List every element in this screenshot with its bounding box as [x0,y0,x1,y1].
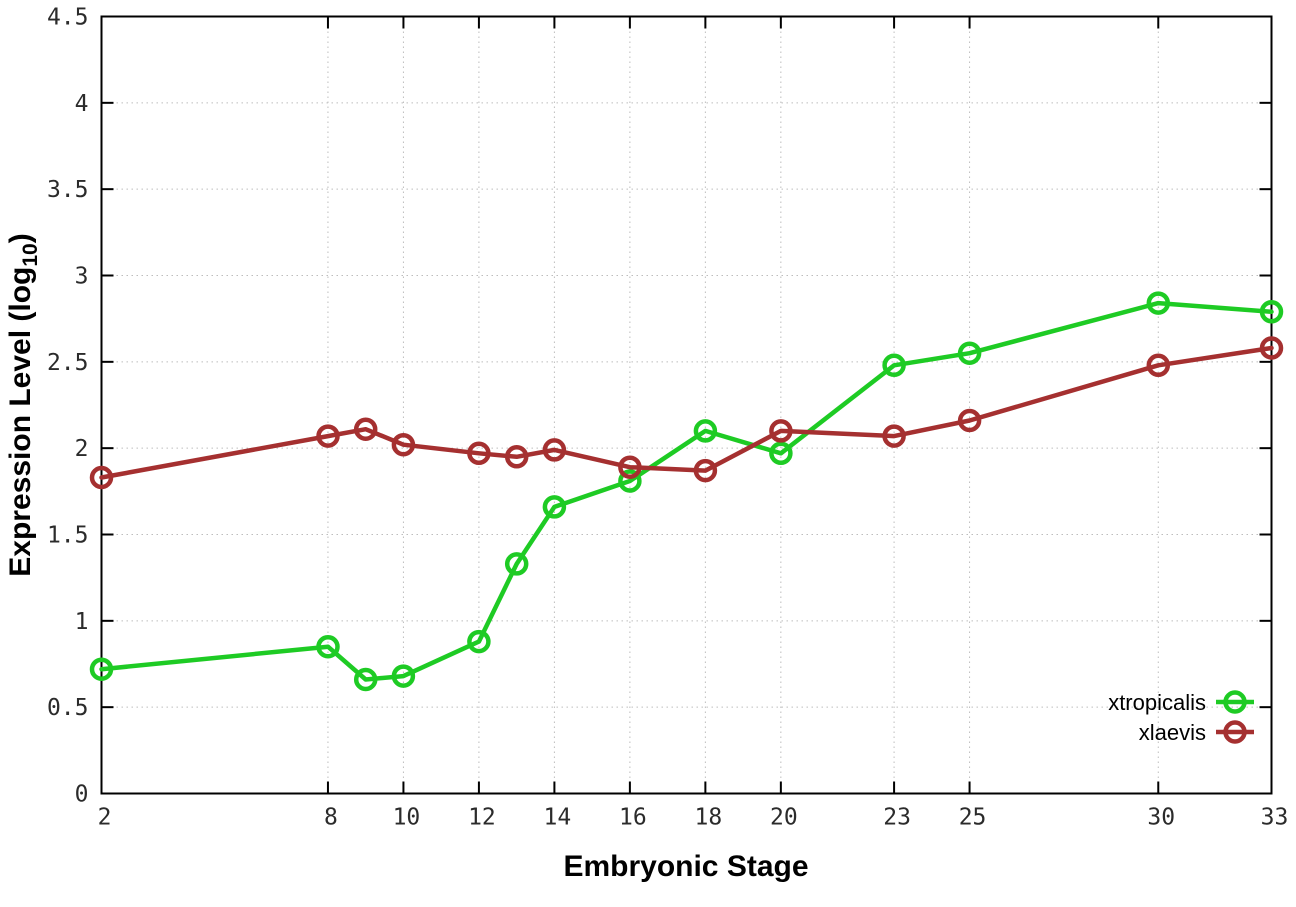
data-point-xlaevis [467,441,491,466]
x-tick-label: 18 [695,805,723,831]
x-tick-label: 8 [324,805,338,831]
legend-entry-xlaevis: xlaevis [1139,720,1254,745]
data-point-xtropicalis [1259,300,1284,324]
data-point-xtropicalis [1146,291,1171,315]
series-layer [89,291,1284,692]
y-axis-title-prefix: Expression Level (log [4,267,37,577]
x-tick-label: 12 [468,805,496,831]
data-point-xtropicalis [316,634,340,659]
x-tick-label: 10 [393,805,421,831]
data-point-xlaevis [693,458,718,483]
series-line-xlaevis [99,345,1274,480]
y-tick-label: 2 [75,436,89,462]
y-tick-label: 1.5 [47,523,89,549]
data-point-xtropicalis [542,495,567,519]
data-point-xlaevis [957,408,982,433]
x-tick-label: 33 [1261,805,1289,831]
data-point-xlaevis [353,417,378,441]
tick-layer [100,15,1273,795]
data-point-xlaevis [1259,336,1284,360]
data-point-xtropicalis [504,552,529,576]
y-tick-label: 4.5 [47,5,89,31]
data-point-xtropicalis [618,469,642,493]
y-tick-label: 0 [75,782,89,808]
data-point-xtropicalis [467,629,491,654]
data-point-xlaevis [618,455,642,479]
y-axis-title-suffix: ) [4,233,37,243]
data-point-xlaevis [316,424,340,448]
series-line-xtropicalis [99,300,1274,682]
data-point-xtropicalis [693,419,718,443]
data-point-xlaevis [391,432,416,457]
x-tick-label: 23 [883,805,911,831]
x-axis-title: Embryonic Stage [563,850,808,883]
data-point-xlaevis [542,438,567,462]
y-tick-label: 1 [75,609,89,635]
y-axis-title-subscript: 10 [19,243,42,266]
legend-sample-marker-red-circle-icon [1223,720,1247,744]
x-tick-label: 2 [98,805,112,831]
y-tick-label: 2.5 [47,350,89,376]
data-point-xtropicalis [882,353,906,378]
data-point-xtropicalis [89,657,114,681]
data-point-xlaevis [504,445,529,469]
legend-entry-xtropicalis: xtropicalis [1108,690,1254,715]
data-point-xtropicalis [353,667,378,692]
y-tick-label: 3 [75,264,89,290]
y-tick-label: 0.5 [47,695,89,721]
x-tick-label: 14 [544,805,572,831]
data-point-xtropicalis [769,441,793,466]
x-tick-label: 30 [1147,805,1175,831]
legend: xtropicalis xlaevis [1108,690,1254,745]
y-tick-label: 4 [75,91,89,117]
legend-label-xlaevis: xlaevis [1139,720,1206,745]
data-point-xlaevis [882,424,906,448]
plot-border [100,15,1273,795]
grid-layer [101,16,1272,794]
tick-label-layer: 2 8 10 12 14 16 18 20 23 25 30 33 0 0.5 1 1.5 2 2.5 3 3.5 4 4… [47,5,1288,831]
legend-sample-marker-green-circle-icon [1223,690,1247,714]
y-tick-label: 3.5 [47,177,89,203]
x-tick-label: 16 [619,805,647,831]
data-point-xlaevis [769,419,793,443]
data-point-xlaevis [89,465,114,490]
data-point-xtropicalis [957,341,982,365]
data-point-xtropicalis [391,664,416,688]
x-tick-label: 20 [770,805,798,831]
x-tick-label: 25 [959,805,987,831]
y-axis-title: Expression Level (log10) [4,233,42,576]
data-point-xlaevis [1146,353,1171,378]
legend-label-xtropicalis: xtropicalis [1108,690,1206,715]
